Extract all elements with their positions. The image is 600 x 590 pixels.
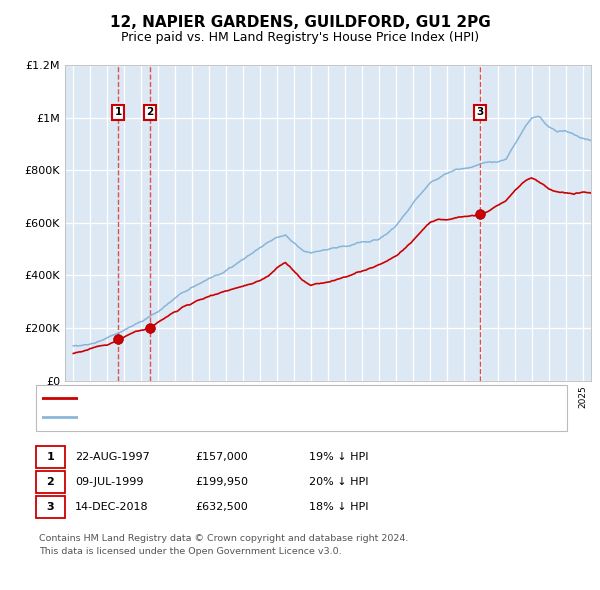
- Text: 20% ↓ HPI: 20% ↓ HPI: [309, 477, 368, 487]
- Text: HPI: Average price, detached house, Guildford: HPI: Average price, detached house, Guil…: [82, 412, 323, 422]
- Text: 09-JUL-1999: 09-JUL-1999: [75, 477, 143, 487]
- Text: £632,500: £632,500: [195, 502, 248, 512]
- Text: This data is licensed under the Open Government Licence v3.0.: This data is licensed under the Open Gov…: [39, 547, 341, 556]
- Text: £199,950: £199,950: [195, 477, 248, 487]
- Text: 2: 2: [47, 477, 54, 487]
- Text: Contains HM Land Registry data © Crown copyright and database right 2024.: Contains HM Land Registry data © Crown c…: [39, 534, 409, 543]
- Text: 3: 3: [47, 502, 54, 512]
- Text: 22-AUG-1997: 22-AUG-1997: [75, 453, 150, 462]
- Text: £157,000: £157,000: [195, 453, 248, 462]
- Text: 19% ↓ HPI: 19% ↓ HPI: [309, 453, 368, 462]
- Text: 1: 1: [47, 453, 54, 462]
- Text: 18% ↓ HPI: 18% ↓ HPI: [309, 502, 368, 512]
- Text: 12, NAPIER GARDENS, GUILDFORD, GU1 2PG (detached house): 12, NAPIER GARDENS, GUILDFORD, GU1 2PG (…: [82, 394, 410, 404]
- Text: 3: 3: [476, 107, 484, 117]
- Text: 12, NAPIER GARDENS, GUILDFORD, GU1 2PG: 12, NAPIER GARDENS, GUILDFORD, GU1 2PG: [110, 15, 490, 30]
- Text: 14-DEC-2018: 14-DEC-2018: [75, 502, 149, 512]
- Text: Price paid vs. HM Land Registry's House Price Index (HPI): Price paid vs. HM Land Registry's House …: [121, 31, 479, 44]
- Text: 1: 1: [115, 107, 122, 117]
- Text: 2: 2: [146, 107, 154, 117]
